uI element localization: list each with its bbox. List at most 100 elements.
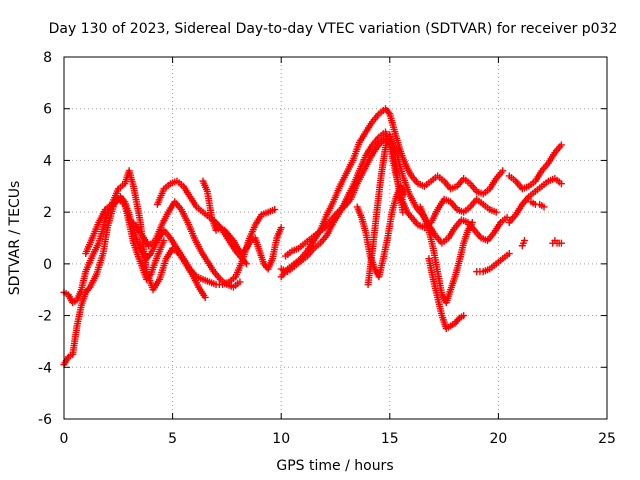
data-point: [242, 260, 250, 268]
data-point-trail: [491, 221, 503, 235]
data-point-trail: [553, 143, 564, 155]
data-point-trail: [200, 179, 210, 193]
data-point-trail: [266, 206, 277, 215]
y-tick-label: -4: [38, 360, 52, 376]
data-point-trail: [187, 195, 199, 209]
data-point-trail: [354, 169, 367, 186]
data-point-trail: [462, 176, 472, 186]
data-point-trail: [195, 205, 205, 214]
data-point-trail: [225, 281, 235, 290]
series-track-7: [277, 105, 507, 281]
data-point-trail: [189, 272, 202, 289]
data-point-trail: [324, 221, 336, 237]
data-point-trail: [162, 228, 173, 240]
data-point-trail: [363, 120, 375, 134]
data-point-trail: [370, 112, 381, 124]
data-point-trail: [390, 153, 402, 188]
data-point-trail: [513, 202, 525, 217]
data-point-trail: [93, 252, 106, 276]
data-point-trail: [196, 285, 208, 299]
series-track-14: [473, 250, 513, 276]
y-axis-label: SDTVAR / TECUs: [7, 181, 23, 296]
data-point-trail: [219, 277, 229, 287]
data-point-trail: [436, 174, 446, 183]
data-point-trail: [468, 182, 479, 194]
data-point-trail: [330, 185, 343, 204]
data-point-trail: [354, 205, 365, 219]
x-axis-label: GPS time / hours: [276, 458, 393, 474]
data-point-trail: [475, 188, 485, 197]
data-point-trail: [130, 185, 144, 222]
data-point: [277, 224, 285, 232]
data-point-trail: [299, 254, 309, 264]
data-point-trail: [416, 181, 426, 189]
data-point-trail: [448, 200, 460, 212]
data-point: [460, 312, 468, 320]
data-point-trail: [286, 264, 296, 274]
data-point-trail: [178, 208, 191, 224]
data-point-trail: [324, 200, 336, 217]
y-tick-label: -2: [38, 309, 52, 325]
data-point: [520, 237, 528, 245]
data-point-trail: [520, 183, 531, 192]
data-point-trail: [462, 205, 472, 214]
data-point-trail: [481, 202, 492, 212]
y-tick-label: 8: [43, 50, 52, 66]
data-point-trail: [154, 187, 167, 206]
data-points: [60, 105, 565, 369]
data-point-trail: [87, 272, 99, 289]
data-point-trail: [364, 249, 376, 286]
data-point-trail: [171, 246, 181, 256]
data-point-trail: [159, 210, 171, 227]
data-point-trail: [370, 135, 381, 147]
data-point-trail: [240, 246, 249, 256]
data-point-trail: [472, 228, 483, 240]
data-point-trail: [395, 185, 406, 214]
series-track-11: [364, 131, 407, 289]
data-point-trail: [455, 206, 465, 215]
data-point-trail: [305, 239, 316, 253]
data-point-trail: [144, 272, 153, 282]
series-track-13: [416, 203, 476, 307]
data-point-trail: [400, 156, 410, 170]
data-point-trail: [494, 169, 505, 181]
data-point-trail: [214, 220, 225, 232]
data-point-trail: [377, 106, 387, 116]
data-point-trail: [176, 252, 188, 266]
series-track-12: [425, 255, 468, 332]
data-point: [505, 250, 513, 258]
data-point-trail: [416, 222, 426, 231]
data-point-trail: [312, 241, 322, 251]
data-point-trail: [452, 316, 462, 326]
data-point-trail: [231, 239, 241, 250]
data-point-trail: [274, 226, 284, 240]
x-tick-label: 15: [381, 431, 399, 447]
data-point-trail: [256, 249, 267, 266]
data-point-trail: [195, 274, 205, 283]
data-point-trail: [447, 275, 458, 292]
data-point-trail: [284, 249, 294, 258]
data-point-trail: [443, 288, 454, 304]
y-tick-label: 6: [43, 102, 52, 118]
data-point-trail: [74, 288, 85, 302]
data-point-trail: [468, 197, 479, 209]
data-point-trail: [116, 181, 127, 191]
data-point-trail: [89, 241, 102, 258]
data-point: [271, 206, 279, 214]
data-point-trail: [485, 231, 496, 243]
data-point-trail: [201, 276, 211, 285]
data-point-trail: [527, 179, 537, 189]
data-point-trail: [89, 221, 102, 240]
data-point-trail: [442, 179, 453, 191]
data-point-trail: [465, 220, 475, 232]
data-point-trail: [428, 208, 440, 224]
data-point-trail: [439, 293, 449, 305]
data-point-trail: [118, 194, 127, 204]
data-point-trail: [479, 235, 489, 244]
data-point-trail: [373, 174, 385, 214]
data-point-trail: [494, 256, 505, 266]
data-point-trail: [175, 179, 185, 189]
data-point-trail: [374, 138, 386, 150]
data-point-trail: [343, 159, 356, 175]
data-point: [540, 203, 548, 211]
